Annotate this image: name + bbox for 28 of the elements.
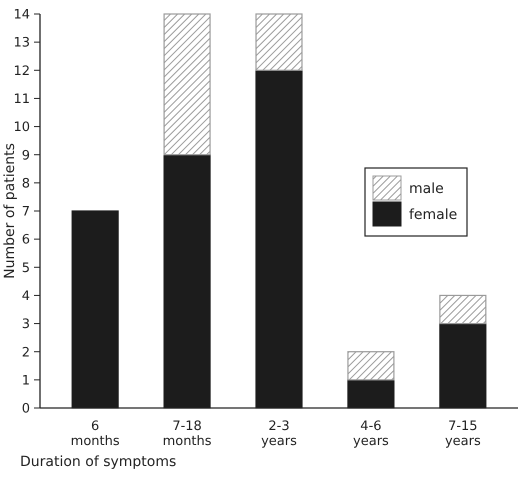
x-tick-label: 4-6 years [353, 419, 390, 449]
y-tick-label: 10 [13, 120, 30, 136]
y-tick-label: 3 [22, 317, 30, 332]
bar [255, 13, 303, 71]
x-axis-title: Duration of symptoms [20, 454, 176, 470]
bar [163, 13, 211, 156]
y-tick-label: 14 [13, 8, 30, 23]
x-tick-label: 6 months [70, 419, 120, 449]
y-tick-label: 6 [22, 232, 30, 248]
x-tick-label: 7-15 years [444, 419, 481, 449]
y-tick-label: 7 [22, 204, 30, 220]
x-tick-label: 7-18 months [162, 419, 212, 449]
y-tick-label: 4 [22, 288, 30, 304]
y-tick-label: 1 [22, 373, 30, 388]
y-tick-label: 13 [13, 36, 30, 51]
y-tick-label: 8 [22, 176, 30, 192]
y-tick-label: 9 [22, 148, 30, 164]
bar [347, 351, 395, 380]
y-axis-title: Number of patients [2, 143, 18, 279]
y-tick-label: 0 [22, 402, 30, 417]
y-tick-label: 12 [13, 64, 30, 79]
y-tick-label: 11 [13, 92, 30, 107]
x-tick-label: 2-3 years [261, 419, 298, 449]
y-tick-label: 5 [22, 260, 30, 276]
bar [439, 294, 486, 324]
y-tick-label: 2 [22, 345, 30, 360]
legend-label: male [409, 180, 444, 197]
legend-label: female [409, 206, 458, 223]
